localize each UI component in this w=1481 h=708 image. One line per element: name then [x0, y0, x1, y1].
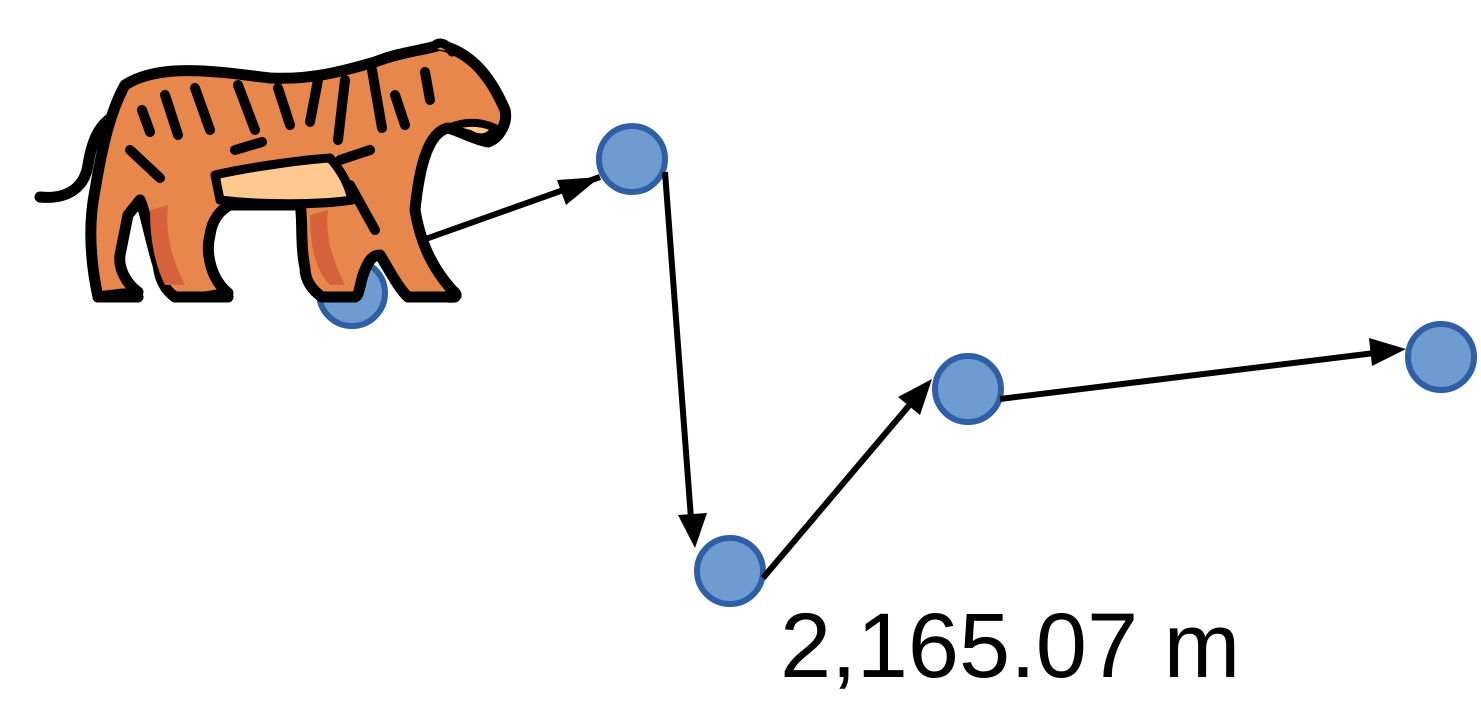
waypoint-2 [596, 123, 668, 195]
waypoint-5 [1405, 321, 1477, 393]
arrow-2-head [678, 513, 707, 548]
waypoint-3 [694, 535, 766, 607]
waypoint-4 [932, 353, 1004, 425]
arrow-4-head [1369, 338, 1406, 366]
distance-label: 2,165.07 m [780, 595, 1241, 697]
arrow-1-head [557, 177, 600, 205]
waypoints [316, 123, 1477, 607]
arrow-4 [999, 349, 1384, 402]
arrow-2 [662, 171, 695, 533]
tiger-icon [34, 38, 512, 303]
arrow-3 [760, 393, 921, 580]
arrow-3-head [898, 379, 932, 415]
path-arrows [359, 171, 1406, 580]
